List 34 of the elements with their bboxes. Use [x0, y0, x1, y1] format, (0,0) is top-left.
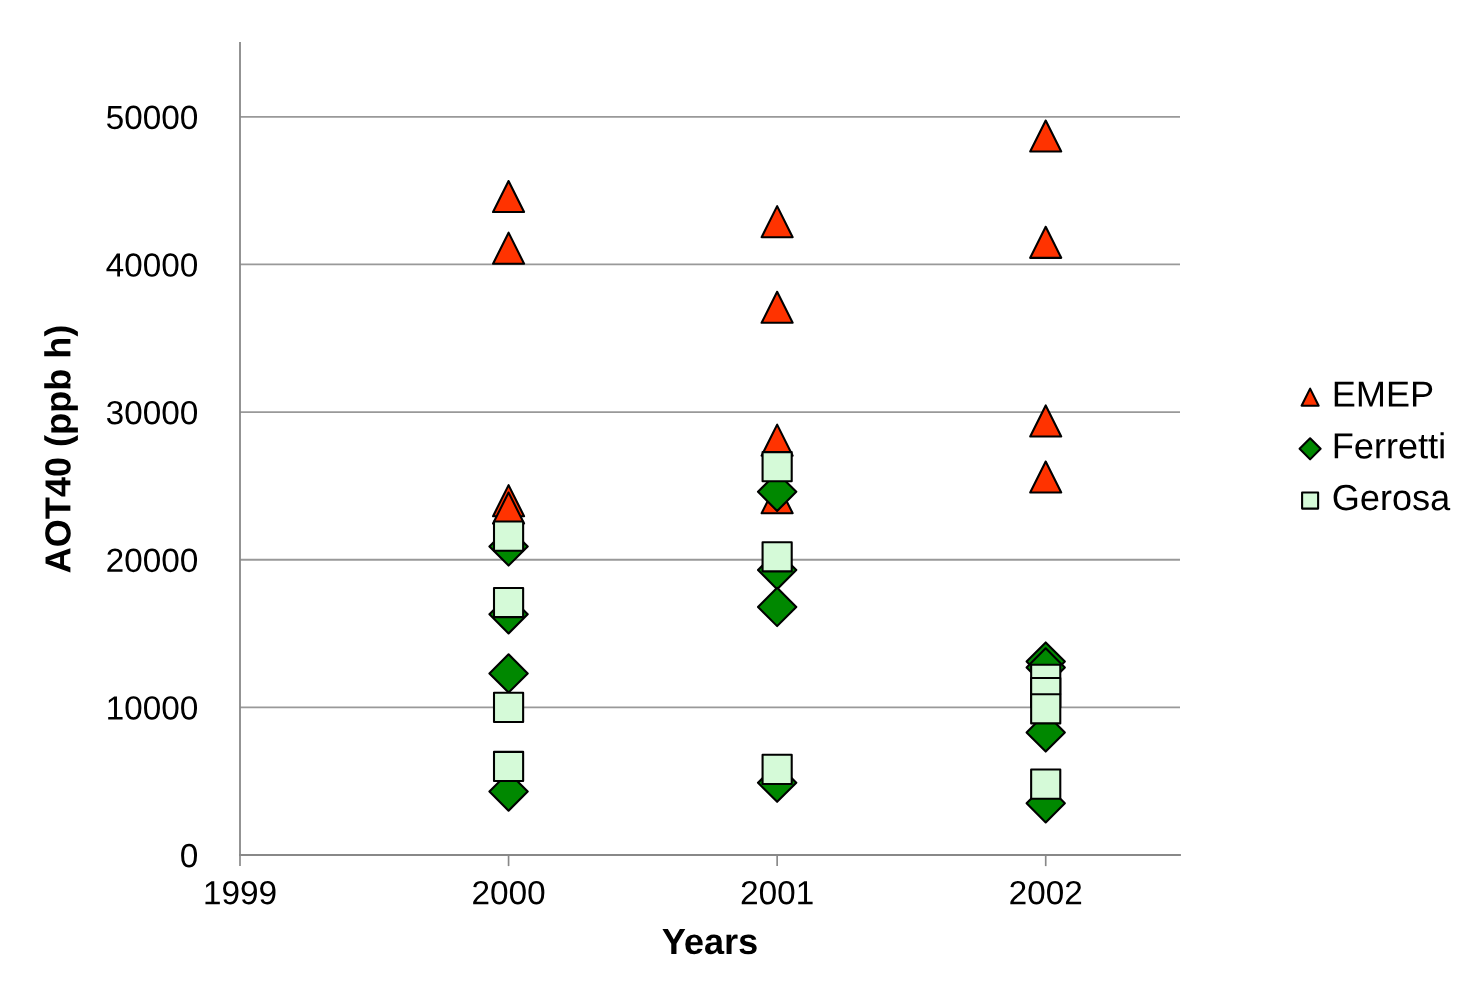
- x-tick-label: 2002: [1010, 880, 1082, 905]
- point: [492, 520, 525, 552]
- legend-label: EMEP: [1334, 381, 1433, 407]
- y-tick-label: 20000: [107, 548, 198, 573]
- point: [761, 541, 793, 573]
- point: [1029, 225, 1063, 259]
- y-tick-label: 40000: [106, 253, 198, 277]
- y-axis-title: AOT40 (ppb h): [44, 326, 78, 573]
- legend-label: Gerosa: [1333, 484, 1451, 511]
- point: [492, 179, 526, 214]
- x-tick-label: 2000: [473, 880, 545, 905]
- point: [1030, 768, 1062, 800]
- x-axis-title: Years: [662, 929, 757, 955]
- point: [492, 691, 525, 723]
- point: [492, 586, 525, 619]
- point: [1030, 693, 1062, 725]
- point: [760, 290, 794, 324]
- y-tick-label: 10000: [108, 696, 198, 720]
- y-tick-label: 0: [181, 843, 198, 868]
- point: [492, 750, 525, 783]
- point: [488, 653, 529, 694]
- point: [492, 231, 526, 265]
- point: [1029, 404, 1063, 438]
- point: [1029, 460, 1063, 494]
- point: [756, 586, 798, 628]
- point: [1029, 119, 1063, 153]
- y-tick-label: 50000: [106, 105, 198, 130]
- x-tick-label: 2001: [741, 880, 813, 905]
- point: [761, 753, 793, 785]
- y-tick-label: 30000: [106, 400, 198, 425]
- x-tick-label: 1999: [205, 880, 276, 905]
- point: [761, 451, 793, 483]
- legend-label: Ferretti: [1334, 432, 1444, 459]
- point: [760, 205, 794, 239]
